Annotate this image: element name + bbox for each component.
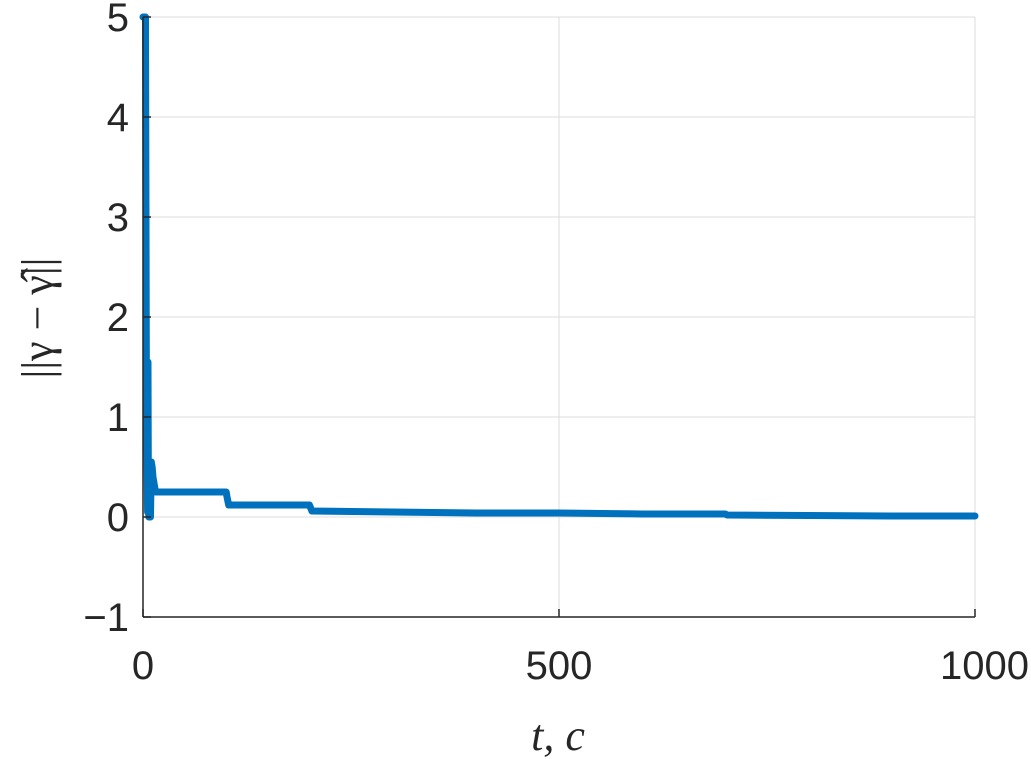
series-layer (139, 13, 979, 521)
x-tick-label-1: 500 (526, 644, 593, 688)
y-tick-label-2: 1 (107, 396, 129, 440)
x-tick-label-0: 0 (132, 644, 154, 688)
y-tick-label-3: 2 (107, 296, 129, 340)
x-tick-label-2: 1000 (940, 644, 1029, 688)
axes (142, 16, 976, 618)
y-tick-label-6: 5 (107, 0, 129, 40)
y-axis-label: ||γ − γ̂|| (13, 258, 62, 379)
x-axis-label: t, c (531, 711, 585, 759)
grid (142, 16, 976, 618)
y-tick-label-4: 3 (107, 196, 129, 240)
y-tick-label-1: 0 (107, 496, 129, 540)
series-line-0 (139, 13, 979, 521)
y-tick-label-0: −1 (83, 596, 129, 640)
y-tick-label-5: 4 (107, 96, 129, 140)
